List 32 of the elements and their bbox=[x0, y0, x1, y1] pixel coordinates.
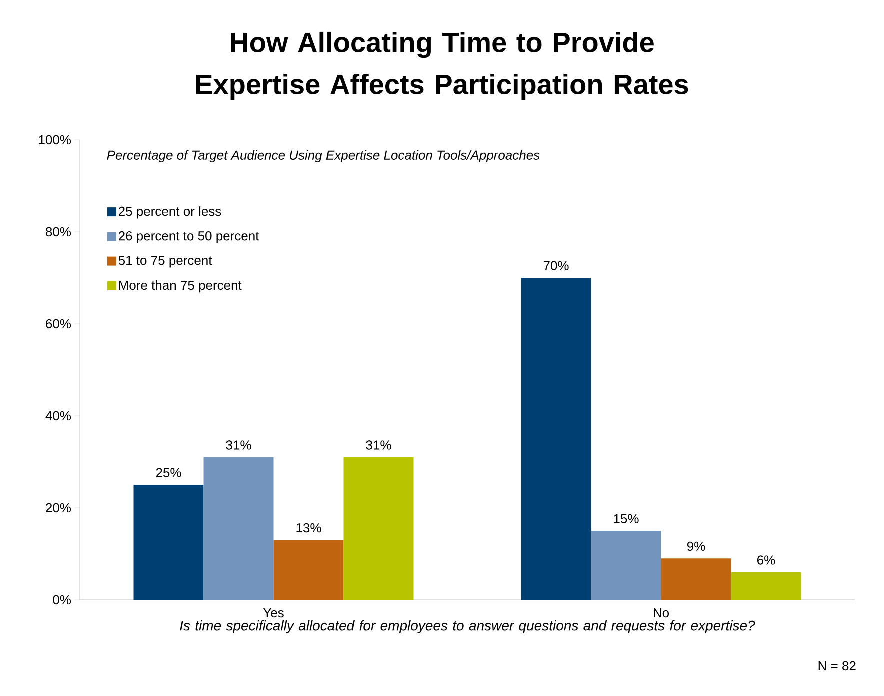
data-label: 70% bbox=[544, 261, 569, 270]
data-label: 31% bbox=[366, 440, 392, 450]
bar bbox=[661, 558, 732, 600]
bar bbox=[591, 530, 662, 600]
legend-label: 26 percent to 50 percent bbox=[118, 232, 260, 244]
legend-title: Percentage of Target Audience Using Expertise Location Tools/Approaches bbox=[107, 150, 540, 163]
data-label: 13% bbox=[296, 523, 322, 533]
x-tick-label: Yes bbox=[263, 608, 284, 618]
data-label: 25% bbox=[156, 468, 182, 478]
y-tick-label: 20% bbox=[46, 503, 72, 513]
bar bbox=[204, 457, 274, 600]
legend-label: 51 to 75 percent bbox=[118, 256, 212, 268]
y-tick-label: 60% bbox=[46, 319, 72, 329]
data-label: 6% bbox=[758, 556, 776, 565]
data-label: 9% bbox=[687, 542, 706, 552]
bar bbox=[134, 484, 204, 600]
x-axis-title: Is time specifically allocated for employees to answer questions and requests for expertise? bbox=[180, 620, 756, 634]
chart-title: How Allocating Time to Provide Expertise Affects Participation Rates bbox=[196, 32, 688, 100]
data-label: 31% bbox=[226, 440, 252, 450]
y-tick-label: 100% bbox=[39, 135, 72, 145]
y-tick-label: 40% bbox=[46, 411, 72, 421]
data-label: 15% bbox=[614, 514, 639, 524]
bar bbox=[274, 540, 344, 600]
bar bbox=[521, 278, 592, 600]
y-tick-label: 0% bbox=[53, 595, 72, 605]
legend-label: More than 75 percent bbox=[119, 280, 242, 293]
legend-label: 25 percent or less bbox=[118, 206, 222, 219]
y-tick-label: 80% bbox=[46, 227, 72, 237]
x-tick-label: No bbox=[654, 608, 670, 618]
text: N = 82 bbox=[818, 661, 856, 671]
bar bbox=[731, 572, 802, 600]
bar bbox=[344, 457, 414, 600]
